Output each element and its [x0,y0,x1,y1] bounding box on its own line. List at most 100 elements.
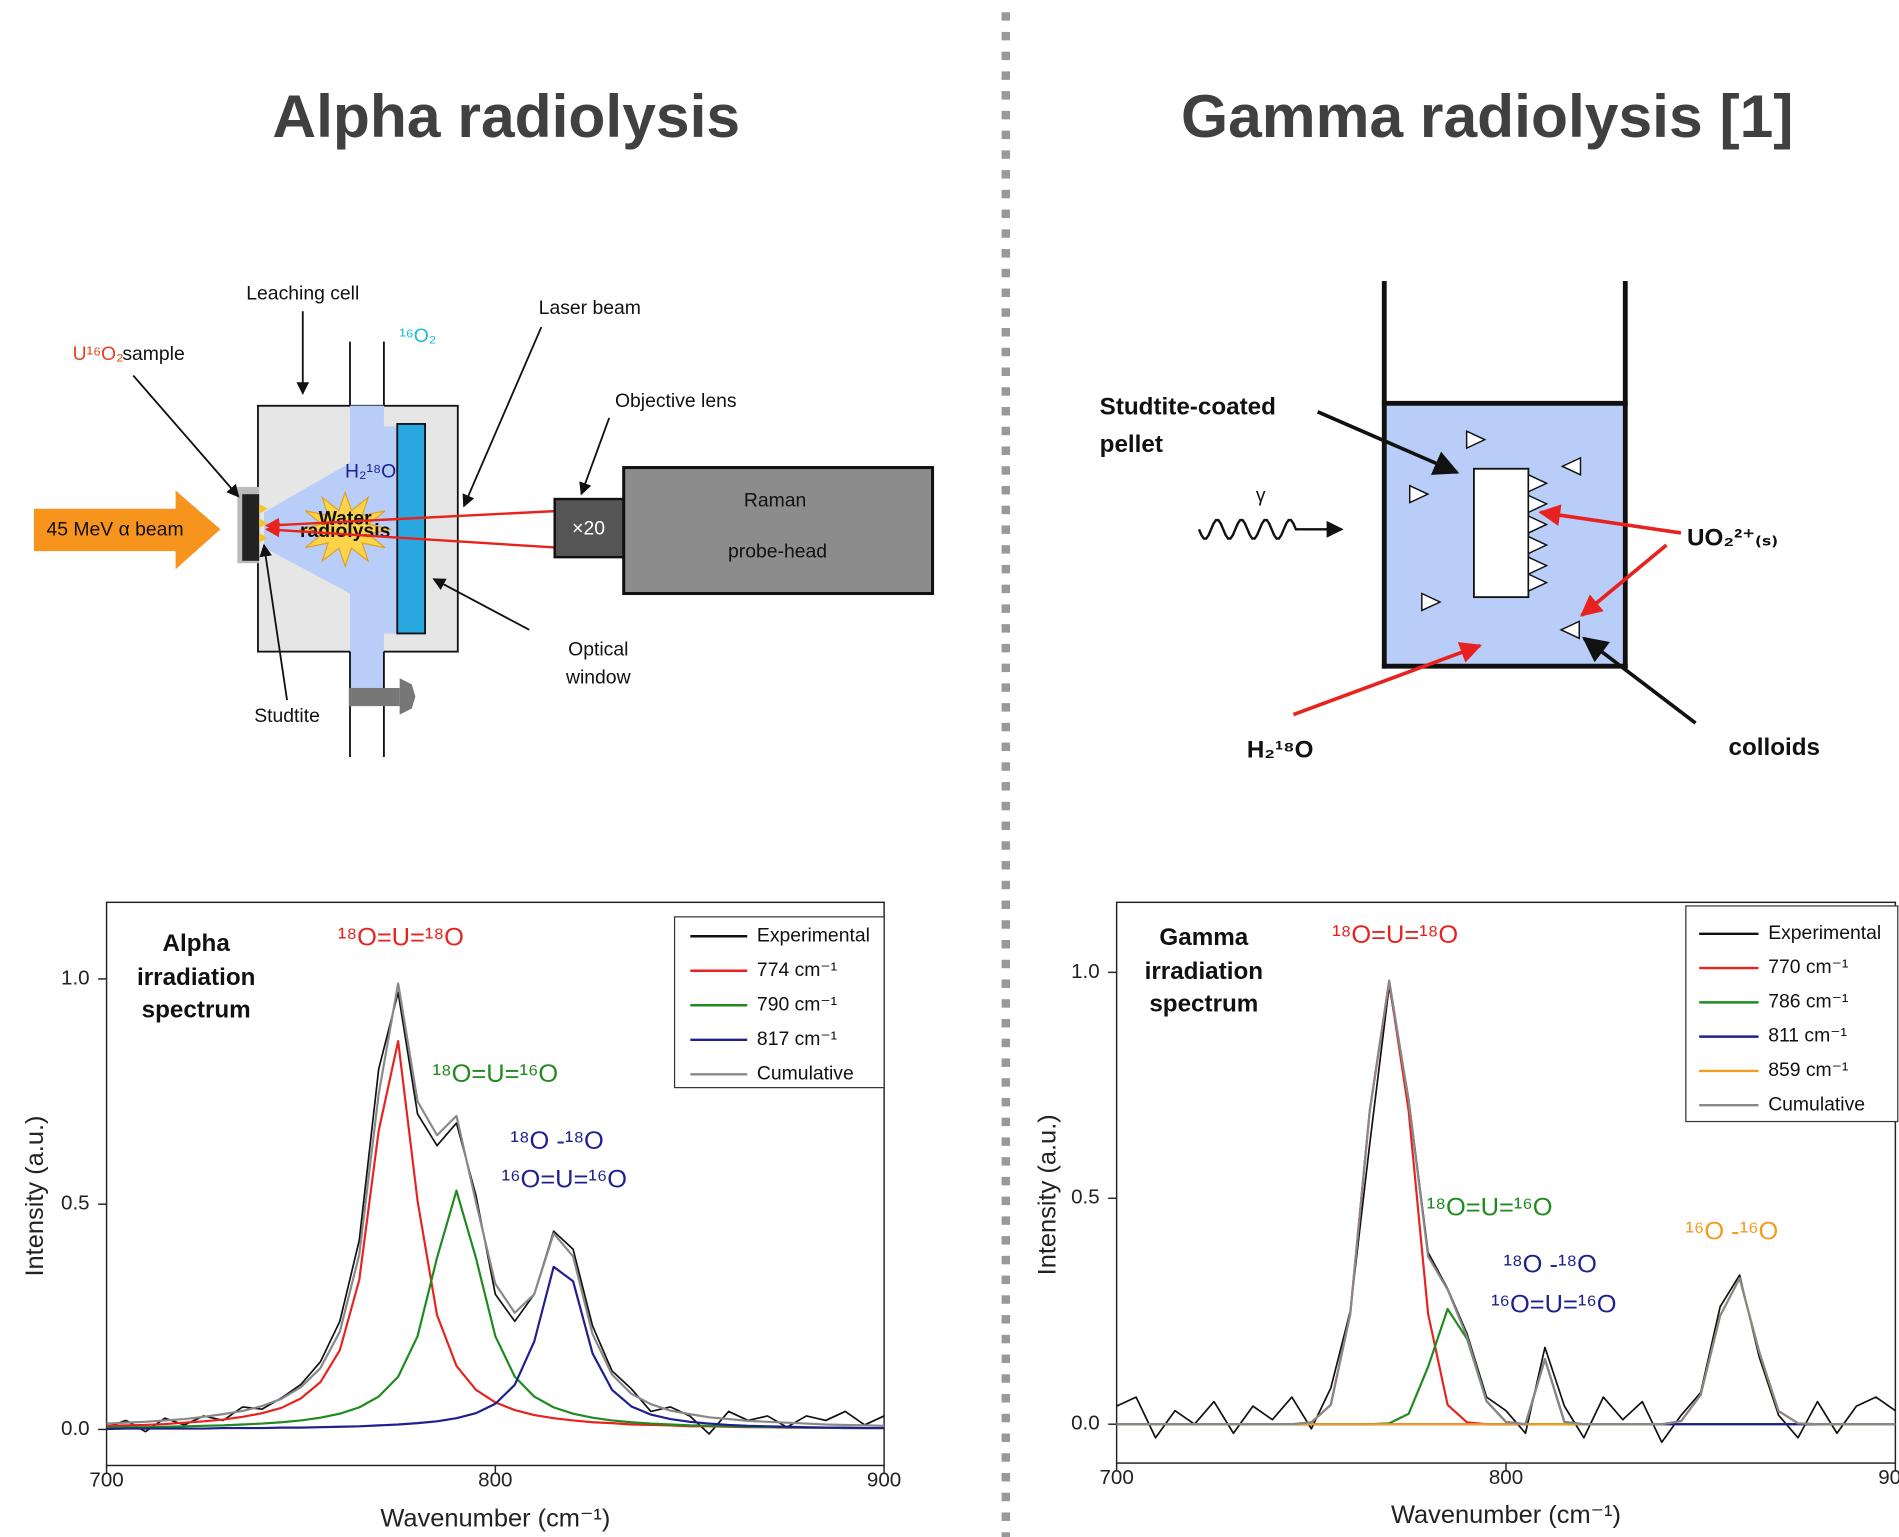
label: Laser beam [539,297,641,319]
arrow [1582,636,1697,725]
divider-dot [1001,1374,1011,1383]
divider-dot [1001,999,1011,1008]
divider-dot [1001,801,1011,811]
divider-dot [1001,288,1011,298]
divider-dot [1001,130,1011,140]
peak-label: ¹⁶O -¹⁶O [1685,1218,1778,1246]
probe-label: Raman [744,490,806,512]
chart-title: spectrum [1149,991,1258,1018]
divider-dot [1001,249,1011,258]
divider-dot [1001,722,1011,732]
divider-dot [1001,229,1011,238]
label: Studtite [254,705,320,727]
divider-dot [1001,1255,1011,1265]
laser-ray [264,509,555,533]
x-axis-label: Wavenumber (cm⁻¹) [380,1505,610,1533]
label: pellet [1100,431,1163,458]
arrow [1580,543,1668,617]
divider-dot [1001,880,1011,890]
divider-dot [1001,703,1011,712]
legend-label: Cumulative [1768,1093,1865,1115]
divider-dot [1001,51,1011,61]
colloid [1421,592,1442,612]
x-tick-label: 800 [478,1469,512,1492]
divider-dot [1001,1097,1011,1107]
label: Objective lens [615,390,737,412]
y-tick-label: 0.5 [1071,1186,1100,1209]
chart-title: irradiation [137,964,255,991]
divider-dot [1001,1196,1011,1206]
x-tick-label: 700 [89,1469,123,1492]
y-tick-label: 0.0 [61,1417,90,1440]
legend-label: 859 cm⁻¹ [1768,1059,1849,1081]
gamma-setup-diagram: γ Studtite-coated pellet UO₂²⁺₍ₛ₎ H₂¹⁸O … [1100,281,1820,763]
label: colloids [1728,734,1820,761]
legend-label: 774 cm⁻¹ [757,959,838,981]
legend-label: 790 cm⁻¹ [757,993,838,1015]
divider-dot [1001,1216,1011,1225]
arrow [259,543,288,701]
arrow [1538,504,1682,535]
divider-dot [1001,979,1011,988]
series-line [1116,985,1896,1444]
optical-window [396,423,427,635]
divider-dot [1001,939,1011,949]
peak-label: ¹⁸O=U=¹⁶O [432,1060,558,1088]
series-line [106,982,885,1427]
tube-water [350,405,384,410]
divider-dot [1001,663,1011,673]
divider-dot [1001,308,1011,317]
colloid [1465,430,1487,450]
divider-dot [1001,564,1011,574]
panel-title: Alpha radiolysis [272,82,740,150]
label: U¹⁶O₂ [73,343,124,365]
divider-dot [1001,485,1011,495]
sample [242,494,260,561]
divider-dot [1001,1295,1011,1304]
label: ¹⁶O₂ [399,325,436,347]
label: Leaching cell [246,282,359,304]
arrow [579,417,611,496]
divider-dot [1001,782,1011,791]
studtite-crystal [1527,572,1549,593]
label: window [565,666,632,688]
series-line [106,1189,885,1430]
divider-dot [1001,525,1011,534]
divider-dot [1001,1236,1011,1245]
objective-lens [553,497,625,559]
colloid [1408,484,1430,504]
studtite-crystal [1527,535,1549,555]
colloid [1560,456,1582,476]
divider-dot [1001,170,1011,179]
beam-label: 45 MeV α beam [46,519,183,541]
divider-dot [1001,1137,1011,1146]
studtite-crystal [1527,473,1549,493]
arrow [462,326,543,508]
divider-dot [1001,1334,1011,1344]
studtite-crystal [1527,494,1549,514]
divider-dot [1001,347,1011,357]
divider-dot [1001,466,1011,475]
radiolysis-burst [299,490,392,568]
divider-dot [1001,505,1011,515]
divider-dot [1001,1433,1011,1442]
divider-dot [1001,861,1011,870]
chart-title: Alpha [163,930,231,957]
divider-dot [1001,1492,1011,1502]
peak-label: ¹⁶O=U=¹⁶O [502,1166,627,1194]
chart-title: Gamma [1159,924,1248,951]
divider-dot [1001,1453,1011,1462]
laser-ray [264,522,555,549]
divider-dot [1001,841,1011,850]
arrow [132,374,240,498]
divider-dot [1001,1354,1011,1364]
legend-label: Experimental [757,924,870,946]
divider-dot [1001,1275,1011,1285]
y-tick-label: 1.0 [61,966,90,989]
legend-box [673,916,885,1089]
divider-dot [1001,1117,1011,1127]
label: Optical [568,639,628,661]
series-line [106,1040,885,1430]
legend-label: Cumulative [757,1062,854,1084]
divider-dot [1001,12,1011,21]
